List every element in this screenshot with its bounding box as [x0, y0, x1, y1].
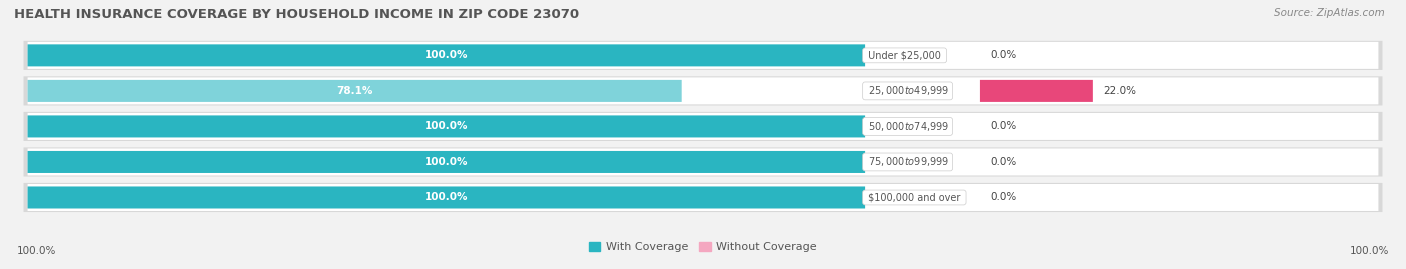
FancyBboxPatch shape — [24, 147, 1382, 176]
FancyBboxPatch shape — [28, 77, 1378, 104]
FancyBboxPatch shape — [28, 148, 1378, 175]
Text: 100.0%: 100.0% — [425, 157, 468, 167]
FancyBboxPatch shape — [28, 44, 865, 66]
Text: 0.0%: 0.0% — [991, 121, 1017, 132]
Text: 78.1%: 78.1% — [336, 86, 373, 96]
Text: 100.0%: 100.0% — [425, 193, 468, 203]
Legend: With Coverage, Without Coverage: With Coverage, Without Coverage — [585, 237, 821, 256]
Text: 0.0%: 0.0% — [991, 157, 1017, 167]
Text: 100.0%: 100.0% — [17, 246, 56, 256]
FancyBboxPatch shape — [28, 184, 1378, 211]
Text: 0.0%: 0.0% — [991, 50, 1017, 60]
FancyBboxPatch shape — [28, 80, 682, 102]
Text: $100,000 and over: $100,000 and over — [865, 193, 963, 203]
Text: Source: ZipAtlas.com: Source: ZipAtlas.com — [1274, 8, 1385, 18]
Text: 22.0%: 22.0% — [1104, 86, 1136, 96]
Text: Under $25,000: Under $25,000 — [865, 50, 943, 60]
FancyBboxPatch shape — [24, 76, 1382, 105]
Text: $75,000 to $99,999: $75,000 to $99,999 — [865, 155, 950, 168]
FancyBboxPatch shape — [24, 112, 1382, 141]
Text: 100.0%: 100.0% — [425, 50, 468, 60]
FancyBboxPatch shape — [28, 42, 1378, 69]
FancyBboxPatch shape — [28, 186, 865, 208]
FancyBboxPatch shape — [24, 41, 1382, 70]
Text: $50,000 to $74,999: $50,000 to $74,999 — [865, 120, 950, 133]
FancyBboxPatch shape — [28, 113, 1378, 140]
Text: 100.0%: 100.0% — [425, 121, 468, 132]
Text: 100.0%: 100.0% — [1350, 246, 1389, 256]
Text: $25,000 to $49,999: $25,000 to $49,999 — [865, 84, 950, 97]
FancyBboxPatch shape — [28, 151, 865, 173]
FancyBboxPatch shape — [24, 183, 1382, 212]
FancyBboxPatch shape — [28, 115, 865, 137]
FancyBboxPatch shape — [980, 80, 1092, 102]
Text: HEALTH INSURANCE COVERAGE BY HOUSEHOLD INCOME IN ZIP CODE 23070: HEALTH INSURANCE COVERAGE BY HOUSEHOLD I… — [14, 8, 579, 21]
Text: 0.0%: 0.0% — [991, 193, 1017, 203]
